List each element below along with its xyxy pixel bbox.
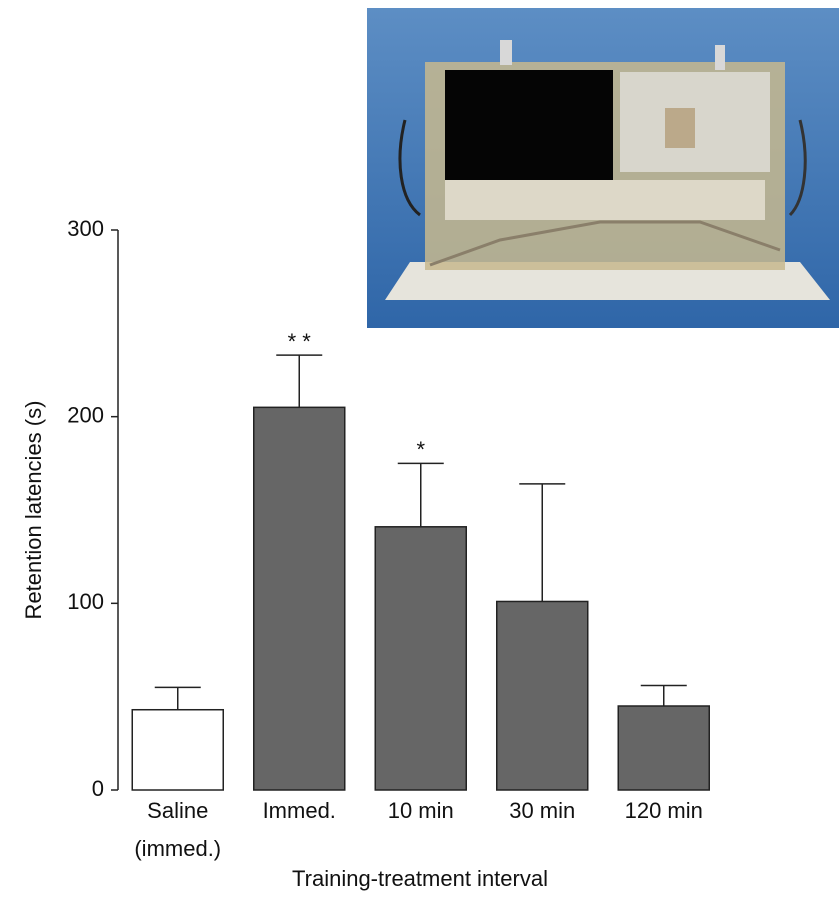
x-tick-label: 30 min <box>509 798 575 823</box>
significance-marker: * * <box>288 329 312 354</box>
y-tick-label: 200 <box>67 402 104 427</box>
x-tick-label: (immed.) <box>134 836 221 861</box>
y-tick-label: 100 <box>67 589 104 614</box>
bar <box>132 710 223 790</box>
y-axis-label: Retention latencies (s) <box>21 401 46 620</box>
x-tick-label: 10 min <box>388 798 454 823</box>
chart: Retention latencies (s) Training-treatme… <box>0 0 839 896</box>
bar <box>375 527 466 790</box>
y-tick-label: 0 <box>92 776 104 801</box>
bar <box>254 407 345 790</box>
x-tick-label: Immed. <box>263 798 336 823</box>
y-tick-label: 300 <box>67 216 104 241</box>
bar <box>497 601 588 790</box>
apparatus-photo <box>367 8 839 328</box>
x-tick-label: Saline <box>147 798 208 823</box>
x-tick-label: 120 min <box>625 798 703 823</box>
bar <box>618 706 709 790</box>
significance-marker: * <box>416 437 425 462</box>
x-axis-label: Training-treatment interval <box>292 866 548 891</box>
